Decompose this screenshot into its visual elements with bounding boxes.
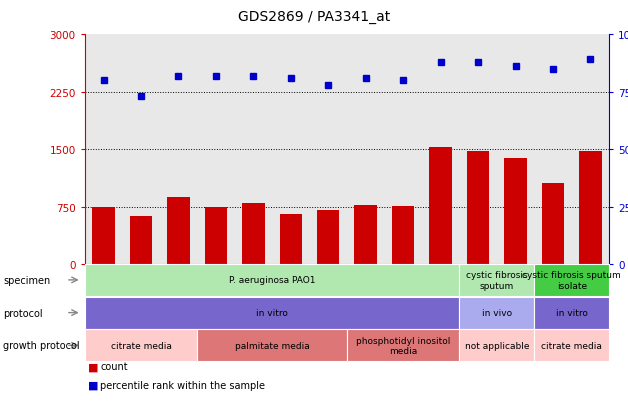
Text: phosphotidyl inositol
media: phosphotidyl inositol media <box>356 336 450 355</box>
Bar <box>579 151 602 264</box>
Text: cystic fibrosis sputum
isolate: cystic fibrosis sputum isolate <box>522 271 621 290</box>
Text: specimen: specimen <box>3 275 50 285</box>
Text: percentile rank within the sample: percentile rank within the sample <box>100 380 266 390</box>
Text: cystic fibrosis
sputum: cystic fibrosis sputum <box>466 271 528 290</box>
Text: in vivo: in vivo <box>482 309 512 317</box>
Text: protocol: protocol <box>3 308 43 318</box>
Bar <box>430 147 452 264</box>
Bar <box>92 207 115 264</box>
Bar <box>317 210 340 264</box>
Text: in vitro: in vitro <box>556 309 588 317</box>
Text: P. aeruginosa PAO1: P. aeruginosa PAO1 <box>229 276 315 285</box>
Text: citrate media: citrate media <box>541 341 602 350</box>
Text: in vitro: in vitro <box>256 309 288 317</box>
Text: not applicable: not applicable <box>465 341 529 350</box>
Bar <box>130 217 152 264</box>
Bar <box>504 159 527 264</box>
Bar <box>542 183 564 264</box>
Text: ■: ■ <box>88 361 99 371</box>
Text: count: count <box>100 361 128 371</box>
Text: growth protocol: growth protocol <box>3 340 80 351</box>
Bar <box>354 206 377 264</box>
Bar <box>167 198 190 264</box>
Bar <box>279 215 302 264</box>
Bar <box>467 152 489 264</box>
Text: GDS2869 / PA3341_at: GDS2869 / PA3341_at <box>238 10 390 24</box>
Text: palmitate media: palmitate media <box>235 341 310 350</box>
Bar <box>392 206 414 264</box>
Text: ■: ■ <box>88 380 99 390</box>
Text: citrate media: citrate media <box>111 341 171 350</box>
Bar <box>242 204 264 264</box>
Bar <box>205 207 227 264</box>
